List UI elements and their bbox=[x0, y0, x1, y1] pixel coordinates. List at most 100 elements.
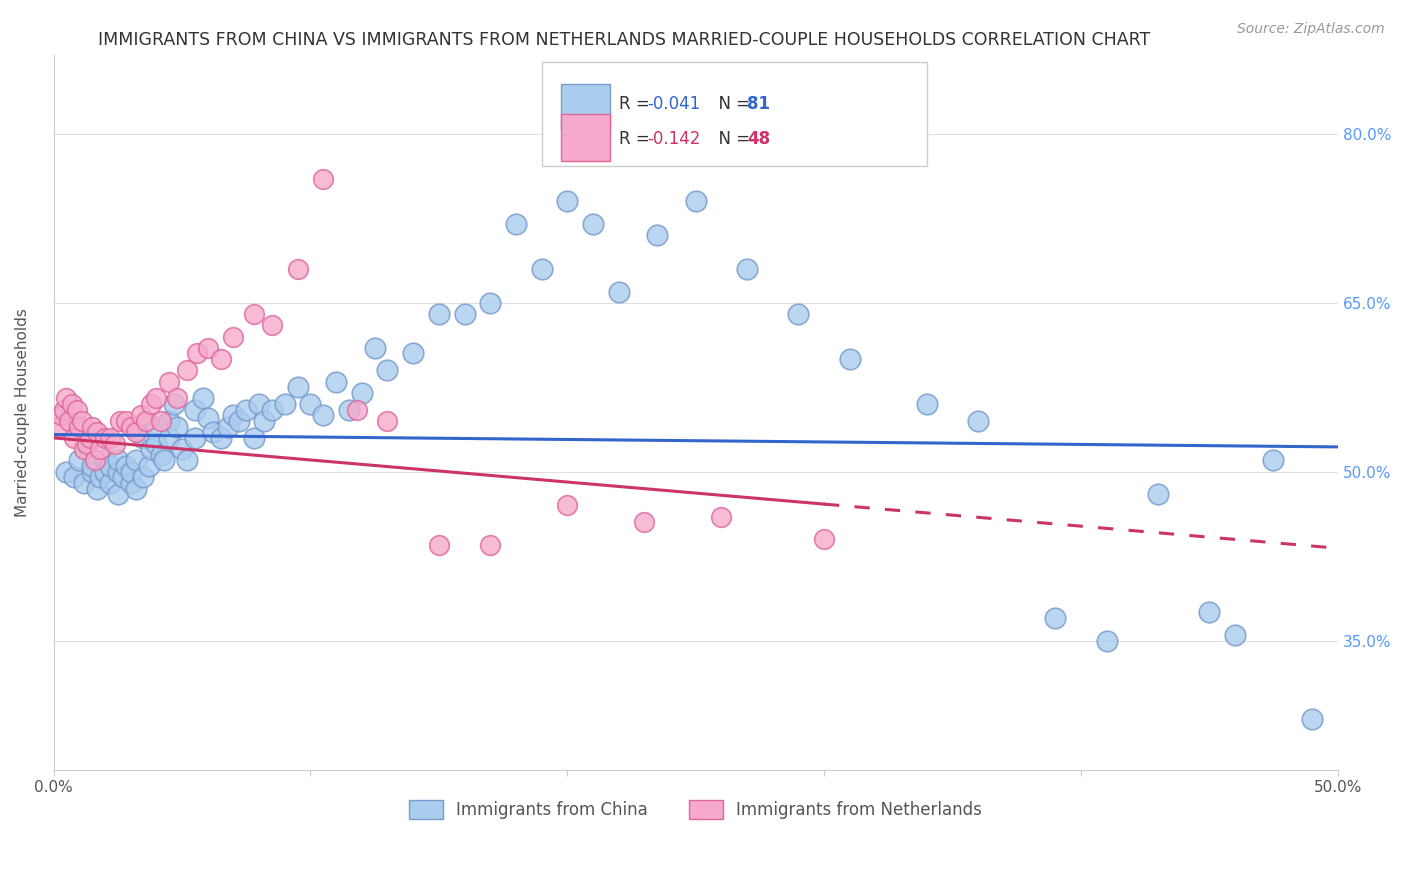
Point bbox=[120, 465, 142, 479]
Point bbox=[1095, 633, 1118, 648]
Point bbox=[82, 458, 104, 473]
Point bbox=[555, 499, 578, 513]
Point bbox=[114, 458, 136, 473]
Point bbox=[222, 409, 245, 423]
Point bbox=[110, 414, 132, 428]
Point bbox=[505, 217, 527, 231]
Point bbox=[166, 392, 188, 406]
Point bbox=[530, 262, 553, 277]
Point bbox=[98, 475, 121, 490]
Point bbox=[83, 453, 105, 467]
Point bbox=[145, 419, 167, 434]
Point bbox=[312, 409, 335, 423]
Point bbox=[79, 431, 101, 445]
Point bbox=[67, 419, 90, 434]
Point bbox=[120, 475, 142, 490]
Point bbox=[813, 533, 835, 547]
Point bbox=[1147, 487, 1170, 501]
Point bbox=[915, 397, 938, 411]
Text: R =: R = bbox=[619, 130, 655, 148]
Point bbox=[967, 414, 990, 428]
Point bbox=[479, 295, 502, 310]
Point bbox=[60, 397, 83, 411]
Text: -0.142: -0.142 bbox=[647, 130, 700, 148]
Point bbox=[191, 392, 214, 406]
Point bbox=[145, 436, 167, 450]
Point bbox=[260, 318, 283, 333]
Point bbox=[86, 425, 108, 440]
Point bbox=[184, 431, 207, 445]
Point bbox=[1263, 453, 1285, 467]
Point bbox=[73, 442, 96, 457]
Text: 81: 81 bbox=[747, 95, 770, 112]
Point bbox=[427, 538, 450, 552]
Text: -0.041: -0.041 bbox=[647, 95, 700, 112]
Y-axis label: Married-couple Households: Married-couple Households bbox=[15, 308, 30, 517]
Point bbox=[1223, 628, 1246, 642]
Point bbox=[337, 402, 360, 417]
Point bbox=[94, 453, 117, 467]
Point bbox=[58, 414, 80, 428]
Point bbox=[67, 453, 90, 467]
Point bbox=[63, 470, 86, 484]
Point bbox=[132, 470, 155, 484]
Point bbox=[94, 431, 117, 445]
Text: 48: 48 bbox=[747, 130, 770, 148]
Point bbox=[427, 307, 450, 321]
Point bbox=[66, 402, 89, 417]
Point bbox=[132, 431, 155, 445]
Legend: Immigrants from China, Immigrants from Netherlands: Immigrants from China, Immigrants from N… bbox=[402, 793, 988, 826]
Point bbox=[170, 442, 193, 457]
Point bbox=[243, 307, 266, 321]
Point bbox=[70, 414, 93, 428]
Point bbox=[52, 402, 75, 417]
Point bbox=[73, 475, 96, 490]
Point bbox=[107, 487, 129, 501]
Point bbox=[453, 307, 475, 321]
Point bbox=[363, 341, 385, 355]
Point bbox=[89, 470, 111, 484]
Point bbox=[157, 431, 180, 445]
Point bbox=[104, 436, 127, 450]
Point bbox=[125, 453, 148, 467]
Point bbox=[350, 385, 373, 400]
Point bbox=[633, 516, 655, 530]
Point bbox=[153, 453, 176, 467]
Point bbox=[82, 419, 104, 434]
Point bbox=[186, 346, 208, 360]
Point bbox=[209, 352, 232, 367]
Point bbox=[63, 431, 86, 445]
Point bbox=[325, 375, 347, 389]
Point bbox=[125, 482, 148, 496]
Point bbox=[217, 419, 239, 434]
Point bbox=[166, 419, 188, 434]
Point bbox=[107, 453, 129, 467]
Point bbox=[55, 392, 77, 406]
Point bbox=[222, 329, 245, 343]
Point bbox=[120, 419, 142, 434]
Point bbox=[163, 397, 186, 411]
Point bbox=[129, 409, 152, 423]
Point bbox=[135, 414, 157, 428]
Point bbox=[125, 425, 148, 440]
Point bbox=[55, 465, 77, 479]
Point bbox=[176, 363, 198, 377]
Point bbox=[607, 285, 630, 299]
Point bbox=[287, 380, 309, 394]
Point bbox=[98, 458, 121, 473]
Point bbox=[107, 465, 129, 479]
Point bbox=[197, 410, 219, 425]
Point bbox=[89, 442, 111, 457]
Point bbox=[299, 397, 322, 411]
Point bbox=[157, 375, 180, 389]
Point bbox=[260, 402, 283, 417]
Point bbox=[1301, 712, 1323, 726]
Point bbox=[287, 262, 309, 277]
Point bbox=[402, 346, 425, 360]
Point bbox=[48, 419, 70, 434]
Point bbox=[98, 431, 121, 445]
Point bbox=[111, 470, 134, 484]
FancyBboxPatch shape bbox=[561, 84, 610, 130]
Point bbox=[76, 436, 98, 450]
Point bbox=[141, 442, 163, 457]
